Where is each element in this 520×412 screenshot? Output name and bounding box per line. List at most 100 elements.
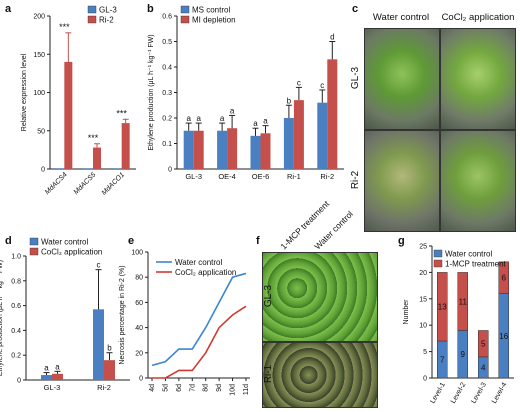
panel-letter: g: [398, 235, 405, 247]
x-tick-label: Level-2: [450, 381, 468, 404]
significance-label: c: [320, 81, 324, 90]
panel-letter: d: [5, 235, 12, 247]
y-tick-label: 150: [33, 52, 45, 59]
y-tick-label: 1.0: [11, 254, 21, 261]
y-tick-label: 0.1: [162, 141, 172, 148]
photo-c-ri2-water: [364, 130, 440, 232]
y-tick-label: 20: [135, 350, 143, 357]
x-tick-label: OE-6: [252, 172, 270, 181]
legend-swatch: [87, 5, 97, 14]
panel-g: g 0 5 10 15 20 25 Number 7 13 Level-1 9 11 Level-2 4 5 L…: [398, 235, 514, 405]
legend-label: CoCl₂ application: [41, 248, 102, 257]
x-tick-label: 11d: [243, 384, 250, 395]
significance-label: d: [330, 33, 334, 42]
panel-a: a 0 50 100 150 200 Relative expression level **…: [5, 3, 136, 197]
plant-image: [263, 343, 377, 407]
x-tick-label: 7d: [189, 384, 196, 392]
y-tick-label: 0.8: [11, 278, 21, 285]
panel-b: b 0 0.1 0.2 0.3 0.4 0.5 0.6 Ethylene production …: [147, 3, 344, 181]
significance-label: c: [97, 261, 101, 270]
x-tick-label: Ri-2: [97, 383, 111, 392]
photo-labels: c Water control CoCl₂ application GL-3 Ri-2 f…: [256, 3, 514, 383]
legend-label: Water control: [175, 258, 222, 267]
y-tick-label: 25: [419, 244, 427, 251]
photo-c-col-label: CoCl₂ application: [442, 12, 515, 23]
x-tick-label: Level-3: [470, 381, 488, 404]
bar: [113, 168, 122, 169]
y-tick-label: 100: [33, 90, 45, 97]
y-axis-label: Number: [403, 299, 410, 325]
x-tick-label: GL-3: [44, 383, 61, 392]
significance-label: a: [186, 114, 191, 123]
y-tick-label: 40: [135, 325, 143, 332]
bar: [64, 61, 73, 169]
segment-label: 4: [481, 363, 486, 372]
y-tick-label: 100: [131, 250, 143, 257]
legend-swatch: [87, 15, 97, 24]
stacked-bar-segment: [478, 330, 489, 358]
segment-label: 11: [459, 297, 468, 306]
bar: [260, 133, 271, 169]
bar: [250, 135, 261, 169]
significance-label: a: [253, 119, 258, 128]
y-tick-label: 200: [33, 14, 45, 21]
y-tick-label: 5: [423, 349, 427, 356]
bar: [227, 128, 238, 169]
legend-swatch: [433, 249, 443, 258]
plant-image: [263, 253, 377, 341]
panel-letter: f: [256, 235, 260, 247]
significance-label: b: [287, 96, 292, 105]
legend-swatch: [180, 15, 190, 24]
photo-f-ri1: [262, 342, 378, 408]
y-tick-label: 0: [17, 378, 21, 385]
legend-label: MS control: [192, 6, 230, 15]
panel-e: e 0 20 40 60 80 100 Necrosis percentage in Ri-2…: [119, 235, 250, 396]
bar: [52, 373, 63, 380]
y-tick-label: 0.6: [162, 14, 172, 21]
y-axis-label: Necrosis percentage in Ri-2 (%): [119, 265, 126, 364]
x-tick-label: MdACO1: [101, 171, 126, 196]
y-tick-label: 0.5: [162, 39, 172, 46]
segment-label: 9: [461, 350, 466, 359]
stacked-bar-segment: [457, 272, 468, 331]
legend-label: 1-MCP treatment: [445, 260, 507, 269]
legend-label: MI depletion: [192, 16, 236, 25]
significance-label: ***: [88, 133, 99, 143]
x-tick-label: Ri-1: [287, 172, 301, 181]
significance-label: a: [220, 114, 225, 123]
legend-label: Water control: [445, 250, 492, 259]
bar: [217, 130, 228, 169]
panel-letter: c: [352, 3, 358, 15]
significance-label: a: [44, 364, 49, 373]
y-tick-label: 0.6: [11, 303, 21, 310]
panel-letter: e: [128, 235, 134, 247]
legend-swatch: [180, 5, 190, 14]
legend-label: Ri-2: [99, 16, 114, 25]
x-tick-label: 5d: [162, 384, 169, 392]
bar: [85, 168, 93, 169]
photo-c-gl3-water: [364, 28, 440, 130]
y-tick-label: 0: [139, 376, 143, 383]
significance-label: ***: [59, 22, 70, 32]
plant-image: [365, 131, 439, 231]
y-tick-label: 0: [41, 167, 45, 174]
stacked-bar-segment: [498, 261, 509, 294]
bar: [327, 59, 338, 169]
x-tick-label: MdACS5: [73, 171, 98, 196]
plant-image: [441, 29, 515, 129]
bar: [283, 118, 294, 169]
series-line: [151, 272, 247, 367]
photo-c-row-label: GL-3: [350, 66, 361, 89]
x-tick-label: 9d: [216, 384, 223, 392]
photo-c-col-label: Water control: [373, 12, 429, 23]
bar: [183, 130, 194, 169]
y-tick-label: 0.2: [162, 116, 172, 123]
panel-letter: a: [5, 3, 12, 15]
bar: [93, 147, 101, 169]
y-axis-label: Ethylene production (μL h⁻¹ kg⁻¹ FW): [148, 34, 155, 150]
legend-swatch: [29, 237, 39, 246]
x-tick-label: Level-1: [429, 381, 447, 404]
significance-label: a: [263, 117, 268, 126]
photo-c-ri2-cocl2: [440, 130, 516, 232]
